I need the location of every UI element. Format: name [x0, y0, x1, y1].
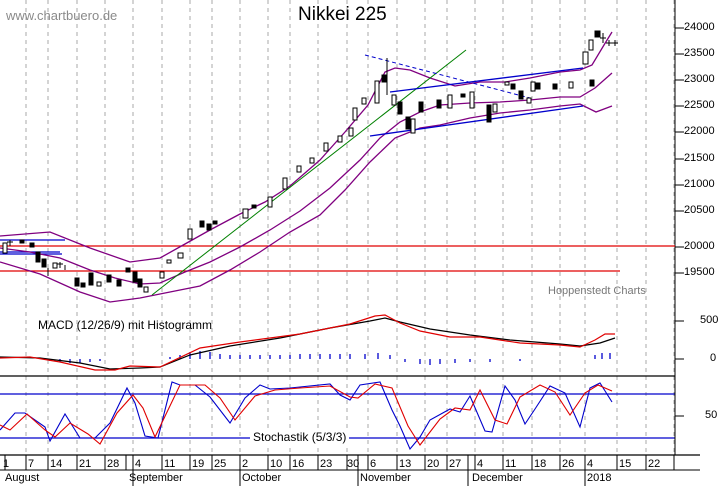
day-tick: 27: [449, 458, 462, 470]
candlesticks: [2, 30, 618, 293]
day-tick: 4: [587, 458, 594, 470]
price-axis: [674, 0, 684, 455]
stoch-k-line: [0, 381, 613, 451]
grid-lines: [25, 0, 675, 455]
price-tick: 21500: [684, 152, 715, 164]
day-tick: 6: [370, 458, 377, 470]
day-tick: 11: [164, 458, 176, 470]
price-tick: 20000: [684, 240, 715, 252]
stoch-d-line: [0, 383, 613, 446]
day-tick: 1: [3, 458, 10, 470]
month-tick: December: [472, 472, 523, 484]
stoch-tick: 50: [705, 409, 718, 421]
day-tick: 23: [320, 458, 333, 470]
day-tick: 7: [28, 458, 35, 470]
day-tick: 14: [50, 458, 63, 470]
day-tick: 20: [427, 458, 440, 470]
day-tick: 26: [562, 458, 575, 470]
date-axis: [4, 455, 675, 486]
price-tick: 19500: [684, 266, 715, 278]
day-tick: 25: [214, 458, 227, 470]
day-tick: 16: [292, 458, 305, 470]
chart-title: Nikkei 225: [298, 4, 387, 25]
day-tick: 21: [79, 458, 92, 470]
day-tick: 4: [477, 458, 484, 470]
day-tick: 28: [107, 458, 120, 470]
price-tick: 20500: [684, 204, 715, 216]
day-tick: 18: [534, 458, 547, 470]
day-tick: 30: [347, 458, 360, 470]
bollinger-bands: [0, 31, 613, 303]
signal-line: [0, 314, 615, 371]
price-tick: 24000: [684, 21, 715, 33]
macd-histogram: [49, 351, 611, 365]
day-tick: 4: [135, 458, 142, 470]
price-tick: 22500: [684, 99, 715, 111]
macd-tick: 500: [700, 314, 719, 326]
day-tick: 2: [242, 458, 249, 470]
stoch-label: Stochastik (5/3/3): [250, 430, 350, 444]
month-tick: August: [5, 472, 40, 484]
price-tick: 23500: [684, 47, 715, 59]
day-tick: 10: [270, 458, 283, 470]
day-tick: 13: [399, 458, 412, 470]
day-tick: 22: [648, 458, 661, 470]
month-tick: November: [360, 472, 411, 484]
source-label: Hoppenstedt Charts: [548, 285, 646, 297]
trend-lines: [151, 49, 584, 296]
month-tick: 2018: [587, 472, 612, 484]
day-tick: 19: [192, 458, 205, 470]
month-tick: October: [242, 472, 282, 484]
month-tick: September: [129, 472, 183, 484]
watermark: www.chartbuero.de: [6, 8, 118, 23]
macd-label: MACD (12/26/9) mit Histogramm: [38, 318, 213, 332]
price-tick: 23000: [684, 73, 715, 85]
support-resistance-lines: [0, 245, 675, 272]
price-tick: 22000: [684, 125, 715, 137]
day-tick: 15: [619, 458, 632, 470]
price-tick: 21000: [684, 178, 715, 190]
day-tick: 11: [505, 458, 517, 470]
macd-tick: 0: [710, 352, 717, 364]
